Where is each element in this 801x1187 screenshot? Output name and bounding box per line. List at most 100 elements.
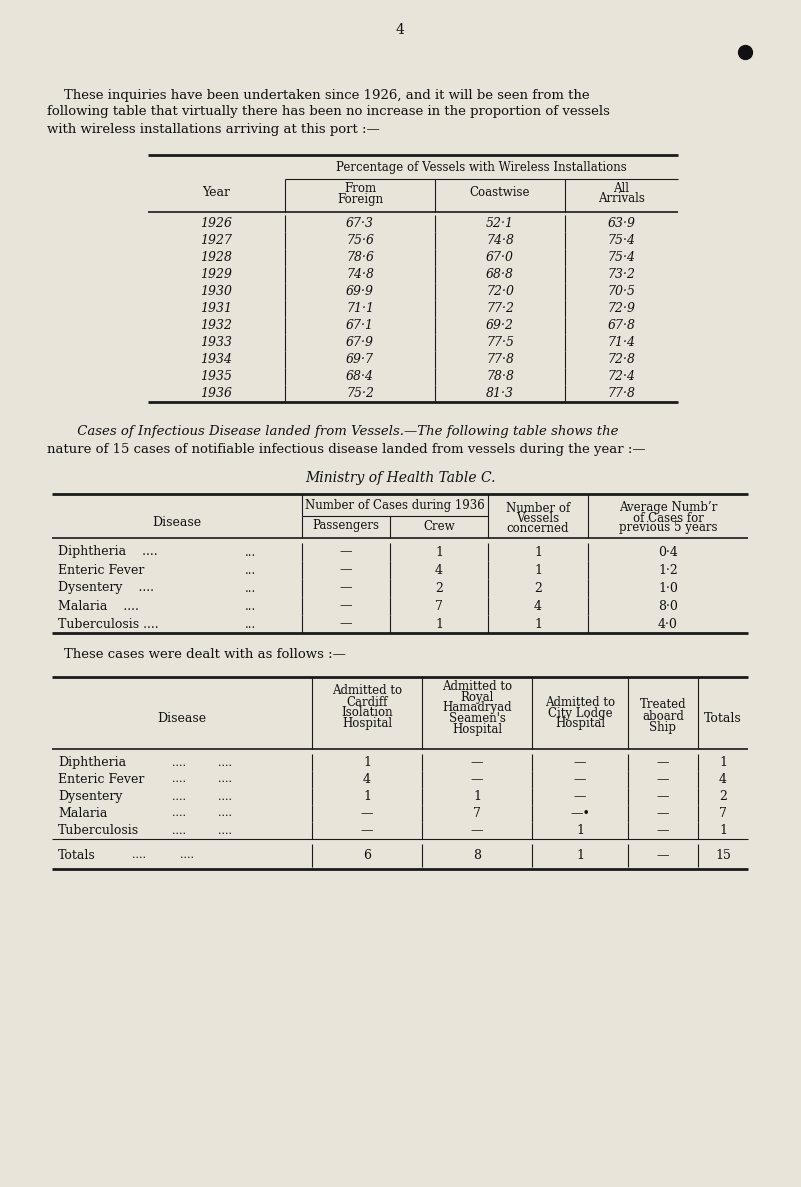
Text: 1: 1	[435, 546, 443, 559]
Text: —: —	[657, 773, 670, 786]
Text: 67·3: 67·3	[346, 217, 374, 230]
Text: 15: 15	[715, 849, 731, 862]
Text: 4: 4	[396, 23, 405, 37]
Text: —: —	[360, 824, 373, 837]
Text: 4·0: 4·0	[658, 617, 678, 630]
Text: 8·0: 8·0	[658, 599, 678, 612]
Text: ....: ....	[172, 757, 186, 768]
Text: —: —	[340, 546, 352, 559]
Text: 70·5: 70·5	[607, 285, 635, 298]
Text: Arrivals: Arrivals	[598, 192, 645, 205]
Text: All: All	[614, 182, 630, 195]
Text: —: —	[360, 807, 373, 820]
Text: ....: ....	[132, 851, 146, 861]
Text: —: —	[340, 564, 352, 577]
Text: 1934: 1934	[200, 353, 232, 366]
Text: 1930: 1930	[200, 285, 232, 298]
Text: Disease: Disease	[158, 712, 207, 725]
Text: 6: 6	[363, 849, 371, 862]
Text: 0·4: 0·4	[658, 546, 678, 559]
Text: 1·2: 1·2	[658, 564, 678, 577]
Text: following table that virtually there has been no increase in the proportion of v: following table that virtually there has…	[47, 106, 610, 119]
Text: 2: 2	[534, 582, 542, 595]
Text: ....: ....	[218, 757, 232, 768]
Text: These inquiries have been undertaken since 1926, and it will be seen from the: These inquiries have been undertaken sin…	[47, 89, 590, 102]
Text: Percentage of Vessels with Wireless Installations: Percentage of Vessels with Wireless Inst…	[336, 161, 627, 174]
Text: 1935: 1935	[200, 370, 232, 383]
Text: —: —	[574, 791, 586, 802]
Text: ....: ....	[218, 792, 232, 801]
Text: 63·9: 63·9	[607, 217, 635, 230]
Text: —: —	[340, 617, 352, 630]
Text: From: From	[344, 182, 376, 195]
Text: Royal: Royal	[461, 691, 493, 704]
Text: 4: 4	[534, 599, 542, 612]
Text: 67·0: 67·0	[486, 250, 514, 264]
Text: nature of 15 cases of notifiable infectious disease landed from vessels during t: nature of 15 cases of notifiable infecti…	[47, 443, 646, 456]
Text: 1928: 1928	[200, 250, 232, 264]
Text: Average Numb’r: Average Numb’r	[619, 501, 717, 514]
Text: 1931: 1931	[200, 301, 232, 315]
Text: ...: ...	[245, 564, 256, 577]
Text: 7: 7	[473, 807, 481, 820]
Text: 1: 1	[363, 756, 371, 769]
Text: —: —	[471, 773, 483, 786]
Text: Hamadryad: Hamadryad	[442, 702, 512, 715]
Text: 1927: 1927	[200, 234, 232, 247]
Text: Tuberculosis: Tuberculosis	[58, 824, 139, 837]
Text: 77·8: 77·8	[607, 387, 635, 400]
Text: ....: ....	[172, 808, 186, 819]
Text: —: —	[574, 773, 586, 786]
Text: Diphtheria: Diphtheria	[58, 756, 126, 769]
Text: Hospital: Hospital	[452, 724, 502, 736]
Text: Number of Cases during 1936: Number of Cases during 1936	[305, 500, 485, 513]
Text: 69·9: 69·9	[346, 285, 374, 298]
Text: Admitted to: Admitted to	[442, 679, 512, 692]
Text: 2: 2	[435, 582, 443, 595]
Text: Dysentery    ....: Dysentery ....	[58, 582, 154, 595]
Text: Enteric Fever: Enteric Fever	[58, 564, 144, 577]
Text: —: —	[574, 756, 586, 769]
Text: 1: 1	[576, 824, 584, 837]
Text: ....: ....	[172, 825, 186, 836]
Text: 68·4: 68·4	[346, 370, 374, 383]
Text: 4: 4	[719, 773, 727, 786]
Text: 7: 7	[435, 599, 443, 612]
Text: previous 5 years: previous 5 years	[618, 521, 717, 534]
Text: 72·0: 72·0	[486, 285, 514, 298]
Text: Foreign: Foreign	[337, 192, 383, 205]
Text: —: —	[657, 807, 670, 820]
Text: 71·1: 71·1	[346, 301, 374, 315]
Text: Admitted to: Admitted to	[332, 685, 402, 698]
Text: 72·4: 72·4	[607, 370, 635, 383]
Text: —•: —•	[570, 807, 590, 820]
Text: Diphtheria    ....: Diphtheria ....	[58, 546, 158, 559]
Text: —: —	[340, 582, 352, 595]
Text: 72·8: 72·8	[607, 353, 635, 366]
Text: 1: 1	[719, 756, 727, 769]
Text: —: —	[657, 791, 670, 802]
Text: 1: 1	[534, 546, 542, 559]
Text: Ship: Ship	[650, 721, 677, 734]
Text: ....: ....	[218, 825, 232, 836]
Text: Cardiff: Cardiff	[346, 696, 388, 709]
Text: ....: ....	[172, 792, 186, 801]
Text: 1: 1	[576, 849, 584, 862]
Text: Totals: Totals	[58, 849, 96, 862]
Text: with wireless installations arriving at this port :—: with wireless installations arriving at …	[47, 122, 380, 135]
Text: Treated: Treated	[640, 698, 686, 711]
Text: —: —	[657, 756, 670, 769]
Text: ....: ....	[172, 774, 186, 785]
Text: Dysentery: Dysentery	[58, 791, 123, 802]
Text: Crew: Crew	[423, 520, 455, 533]
Text: 1929: 1929	[200, 268, 232, 281]
Text: 67·8: 67·8	[607, 319, 635, 332]
Text: Malaria    ....: Malaria ....	[58, 599, 139, 612]
Text: 78·6: 78·6	[346, 250, 374, 264]
Text: 67·9: 67·9	[346, 336, 374, 349]
Text: 1: 1	[473, 791, 481, 802]
Text: ....: ....	[218, 774, 232, 785]
Text: 77·8: 77·8	[486, 353, 514, 366]
Text: —: —	[657, 849, 670, 862]
Text: Coastwise: Coastwise	[469, 186, 530, 199]
